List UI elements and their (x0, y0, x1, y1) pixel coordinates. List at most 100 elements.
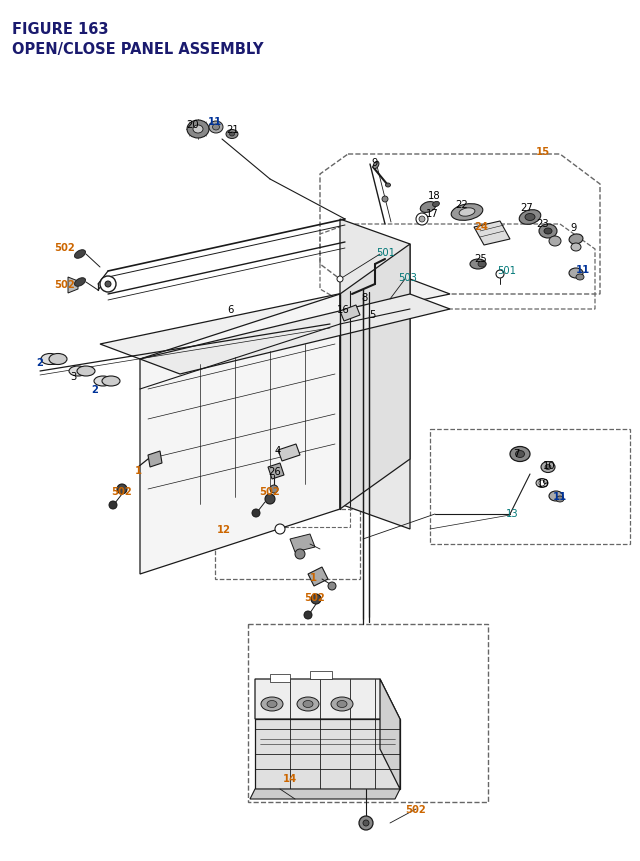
Text: 6: 6 (227, 305, 233, 314)
Ellipse shape (478, 262, 486, 268)
Text: 502: 502 (54, 280, 76, 289)
Circle shape (311, 594, 321, 604)
Circle shape (109, 501, 117, 510)
Circle shape (117, 485, 127, 494)
Ellipse shape (385, 183, 390, 188)
Text: 502: 502 (111, 486, 132, 497)
Polygon shape (340, 245, 410, 510)
Text: 502: 502 (54, 243, 76, 253)
Ellipse shape (337, 701, 347, 708)
Ellipse shape (470, 260, 486, 269)
Text: 18: 18 (428, 191, 440, 201)
Ellipse shape (193, 126, 203, 133)
Polygon shape (148, 451, 162, 468)
Ellipse shape (545, 465, 551, 470)
Ellipse shape (569, 269, 583, 279)
Ellipse shape (510, 447, 530, 462)
Circle shape (337, 276, 343, 282)
Text: 10: 10 (543, 461, 556, 470)
Ellipse shape (41, 354, 59, 365)
Text: 17: 17 (426, 208, 438, 219)
Text: 7: 7 (513, 449, 519, 458)
Text: 11: 11 (553, 492, 567, 501)
Text: 11: 11 (576, 264, 590, 275)
Ellipse shape (297, 697, 319, 711)
Bar (215, 510, 360, 579)
Text: 12: 12 (217, 524, 231, 535)
Polygon shape (380, 679, 400, 789)
Text: 11: 11 (208, 117, 222, 127)
Circle shape (359, 816, 373, 830)
Ellipse shape (49, 354, 67, 365)
Circle shape (265, 494, 275, 505)
Ellipse shape (541, 462, 555, 473)
Ellipse shape (209, 122, 223, 133)
Circle shape (382, 197, 388, 202)
Text: 3: 3 (70, 372, 76, 381)
Ellipse shape (571, 244, 581, 251)
Circle shape (252, 510, 260, 517)
Ellipse shape (459, 208, 475, 217)
Bar (310, 672, 332, 679)
Circle shape (275, 524, 285, 535)
Text: 25: 25 (475, 254, 488, 263)
Text: 2: 2 (36, 357, 44, 368)
Bar (430, 430, 630, 544)
Ellipse shape (331, 697, 353, 711)
Ellipse shape (187, 121, 209, 139)
Text: 22: 22 (456, 200, 468, 210)
Ellipse shape (94, 376, 112, 387)
Ellipse shape (77, 367, 95, 376)
Circle shape (419, 217, 425, 223)
Ellipse shape (451, 204, 483, 221)
Text: 26: 26 (269, 467, 282, 476)
Polygon shape (340, 220, 410, 530)
Text: 502: 502 (260, 486, 280, 497)
Bar (270, 674, 290, 682)
Text: FIGURE 163: FIGURE 163 (12, 22, 109, 37)
Ellipse shape (549, 237, 561, 247)
Text: 8: 8 (361, 293, 367, 303)
Text: 501: 501 (376, 248, 396, 257)
Text: 503: 503 (399, 273, 417, 282)
Text: 502: 502 (305, 592, 325, 603)
Polygon shape (140, 294, 450, 375)
Ellipse shape (261, 697, 283, 711)
Bar (248, 624, 488, 802)
Ellipse shape (515, 451, 525, 458)
Circle shape (304, 611, 312, 619)
Ellipse shape (303, 701, 313, 708)
Ellipse shape (212, 125, 220, 131)
Circle shape (539, 480, 545, 486)
Ellipse shape (569, 235, 583, 245)
Circle shape (416, 214, 428, 226)
Ellipse shape (549, 492, 563, 501)
Circle shape (270, 486, 278, 493)
Ellipse shape (519, 210, 541, 225)
Text: 5: 5 (369, 310, 375, 319)
Circle shape (105, 282, 111, 288)
Text: 20: 20 (187, 120, 199, 130)
Ellipse shape (420, 202, 436, 214)
Ellipse shape (433, 202, 440, 208)
Text: 21: 21 (227, 125, 239, 135)
Text: 1: 1 (134, 466, 141, 475)
Text: 27: 27 (520, 202, 533, 213)
Text: 13: 13 (506, 508, 518, 518)
Polygon shape (308, 567, 328, 586)
Polygon shape (268, 463, 284, 480)
Ellipse shape (525, 214, 535, 221)
Ellipse shape (74, 251, 86, 259)
Polygon shape (474, 222, 510, 245)
Text: 23: 23 (537, 219, 549, 229)
Ellipse shape (226, 130, 238, 139)
Circle shape (100, 276, 116, 293)
Text: 24: 24 (474, 222, 488, 232)
Circle shape (295, 549, 305, 560)
Text: 502: 502 (406, 804, 426, 814)
Text: 15: 15 (536, 147, 550, 157)
Text: 16: 16 (337, 305, 349, 314)
Polygon shape (255, 719, 400, 789)
Text: 2: 2 (92, 385, 99, 394)
Ellipse shape (539, 225, 557, 238)
